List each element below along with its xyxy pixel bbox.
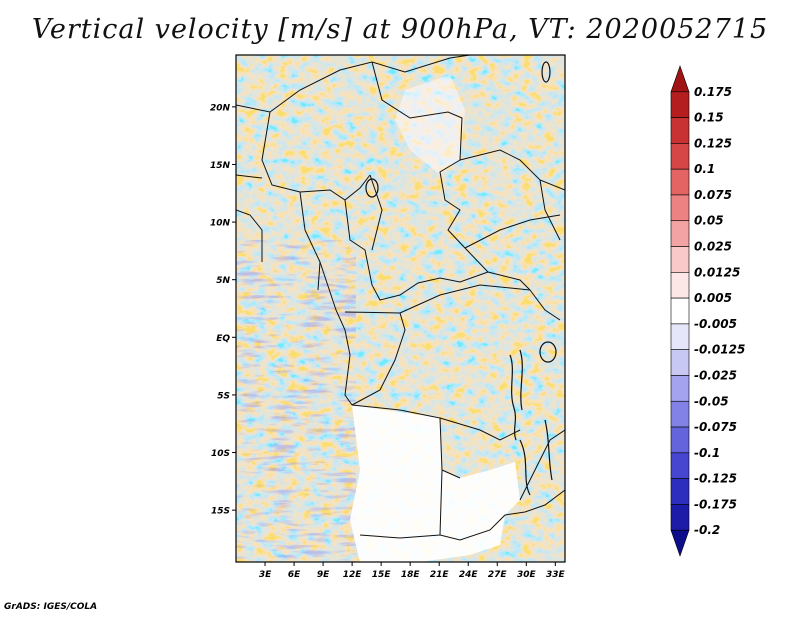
map-frame [235,54,566,563]
lon-tick-label: 27E [488,570,508,580]
colorbar-label: -0.005 [694,317,737,331]
lat-tick-label: 10S [211,449,230,459]
colorbar-label: 0.1 [694,162,715,176]
colorbar-swatch [670,65,690,93]
colorbar-label: -0.1 [694,446,720,460]
colorbar-label: -0.125 [694,472,737,486]
lon-tick-label: 12E [343,570,363,580]
colorbar-swatch [670,297,690,325]
colorbar-label: 0.125 [694,136,732,150]
lat-tick-label: 15N [210,161,231,171]
colorbar-swatch [670,400,690,428]
colorbar-swatch [670,375,690,402]
calm-region-north [395,75,465,175]
lon-tick-label: 21E [430,570,450,580]
colorbar-swatch [670,91,690,118]
colorbar-swatch [670,349,690,376]
lon-tick-label: 3E [259,570,272,580]
colorbar-swatch [670,272,690,299]
colorbar-swatch [670,143,690,170]
lat-tick-label: 5S [217,391,230,401]
colorbar-swatch [670,452,690,479]
colorbar-swatch [670,504,690,531]
lat-tick-label: 15S [211,507,230,517]
colorbar-label: 0.175 [694,85,732,99]
lon-tick-label: 18E [401,570,421,580]
map-title: Vertical velocity [m/s] at 900hPa, VT: 2… [31,14,769,45]
lat-tick-label: 10N [210,219,231,229]
colorbar: 0.175 0.15 0.125 0.1 0.075 0.05 0.025 0.0125 0.0… [670,65,745,557]
lat-tick-label: 20N [210,103,231,113]
map-panel [236,55,565,562]
colorbar-swatch [670,220,690,247]
lon-tick-label: 24E [459,570,479,580]
colorbar-swatch [670,478,690,505]
colorbar-swatch [670,117,690,144]
colorbar-label: -0.0125 [694,343,745,357]
colorbar-swatch [670,168,690,196]
colorbar-label: 0.05 [694,214,724,228]
lon-tick-label: 9E [317,570,330,580]
colorbar-swatch [670,529,690,557]
colorbar-label: -0.175 [694,497,737,511]
colorbar-swatch [670,323,690,350]
grads-credit: GrADS: IGES/COLA [4,602,98,612]
lon-tick-label: 15E [372,570,392,580]
colorbar-label: 0.0125 [694,265,740,279]
colorbar-label: 0.025 [694,240,732,254]
colorbar-swatch [670,194,690,222]
colorbar-label: 0.075 [694,188,732,202]
ocean-downdraft-field [236,240,356,562]
lat-tick-label: EQ [216,334,230,344]
map-axes: 20N 15N 10N 5N EQ 5S 10S 15S 3E 6E 9E 12E 15E 18E 21E 2… [210,103,566,580]
colorbar-label: -0.2 [694,523,720,537]
lon-tick-label: 6E [288,570,301,580]
colorbar-swatch [670,246,690,273]
lon-tick-label: 33E [546,570,566,580]
colorbar-label: -0.05 [694,394,729,408]
calm-region-south [350,405,520,562]
country-borders [236,55,565,541]
colorbar-swatch [670,426,690,454]
colorbar-label: 0.005 [694,291,732,305]
lon-tick-label: 30E [517,570,537,580]
colorbar-label: -0.075 [694,420,737,434]
colorbar-label: 0.15 [694,111,724,125]
lakes [365,61,557,496]
lat-tick-label: 5N [216,276,230,286]
colorbar-label: -0.025 [694,368,737,382]
